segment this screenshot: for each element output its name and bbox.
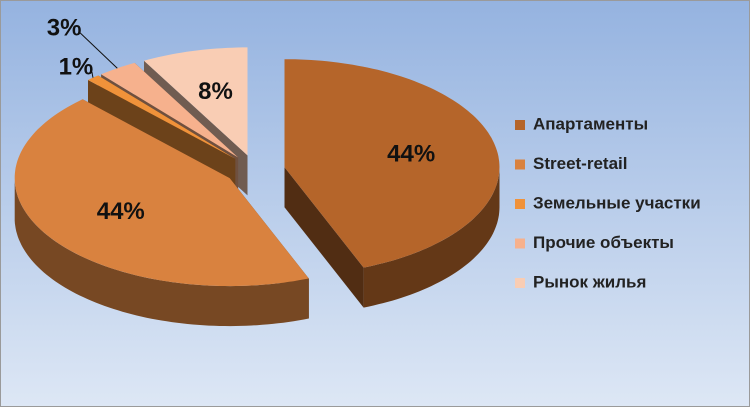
pie: 44% 44% 1% 3% 8%	[14, 14, 500, 327]
data-label: 1%	[59, 53, 94, 80]
legend-label: Апартаменты	[533, 114, 648, 133]
slice-wall	[14, 178, 309, 327]
leader-line	[79, 32, 118, 69]
data-label: 44%	[387, 140, 435, 167]
data-label: 3%	[47, 14, 82, 41]
legend-label: Прочие объекты	[533, 233, 674, 252]
legend: Апартаменты Street-retail Земельные участк…	[515, 114, 701, 291]
legend-swatch	[515, 238, 525, 249]
legend-label: Street-retail	[533, 154, 627, 173]
pie-slice-group	[284, 59, 500, 308]
pie-slice	[14, 99, 309, 287]
data-label: 44%	[97, 198, 145, 225]
legend-label: Рынок жилья	[533, 272, 646, 291]
slice-side	[284, 167, 364, 308]
pie-slice-group	[14, 99, 309, 327]
pie-slice	[144, 47, 248, 156]
legend-swatch	[515, 199, 525, 209]
legend-swatch	[515, 120, 525, 130]
legend-label: Земельные участки	[533, 193, 701, 212]
pie-slice	[88, 75, 236, 159]
slice-wall	[363, 167, 500, 308]
pie-slice	[284, 59, 500, 268]
pie-slice	[101, 62, 239, 158]
data-label: 8%	[198, 78, 233, 105]
legend-swatch	[515, 278, 525, 288]
legend-swatch	[515, 159, 525, 170]
leader-line	[91, 71, 94, 78]
